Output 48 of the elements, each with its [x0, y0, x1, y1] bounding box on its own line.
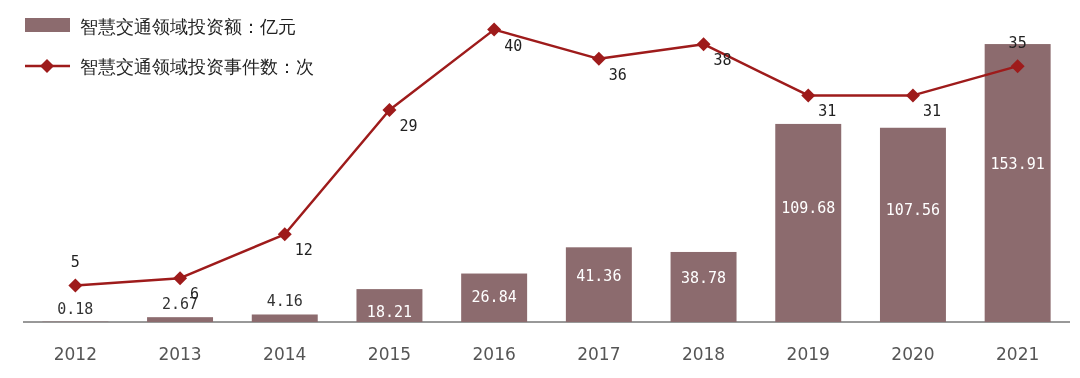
bar [356, 289, 423, 322]
data-label: 109.68 [781, 199, 836, 218]
x-tick-label: 2017 [577, 344, 621, 364]
x-tick-label: 2012 [53, 344, 97, 364]
data-label: 4.16 [266, 292, 303, 311]
point [905, 88, 920, 103]
bar [251, 314, 318, 322]
x-tick-label: 2014 [263, 344, 307, 364]
point [696, 37, 711, 52]
point [801, 88, 816, 103]
x-tick-label: 2019 [786, 344, 830, 364]
data-label: 38 [713, 51, 732, 70]
point [1010, 59, 1025, 74]
legend-label: 智慧交通领域投资额：亿元 [80, 16, 296, 37]
data-label: 5 [70, 253, 80, 272]
data-label: 31 [818, 102, 837, 121]
data-label: 31 [922, 102, 942, 121]
data-label: 29 [399, 117, 418, 136]
point [277, 227, 292, 242]
data-label: 153.91 [990, 155, 1045, 174]
x-tick-label: 2021 [996, 344, 1040, 364]
data-label: 40 [504, 36, 523, 55]
point [487, 22, 502, 37]
data-label: 38.78 [680, 269, 727, 288]
x-tick-label: 2018 [681, 344, 726, 364]
data-label: 36 [608, 65, 627, 84]
bar [147, 317, 214, 322]
point [68, 278, 83, 293]
x-tick-label: 2016 [472, 344, 516, 364]
data-label: 26.84 [471, 287, 517, 306]
data-label: 0.18 [57, 299, 94, 318]
data-label: 107.56 [885, 201, 941, 220]
point [382, 103, 397, 118]
point [173, 271, 188, 286]
bar [775, 123, 842, 322]
x-tick-label: 2013 [158, 344, 202, 364]
x-tick-label: 2015 [367, 344, 412, 364]
legend-label: 智慧交通领域投资事件数：次 [80, 56, 314, 77]
data-label: 12 [294, 241, 313, 260]
bar [461, 273, 528, 322]
bar [670, 251, 737, 322]
bar [879, 127, 946, 322]
bar [565, 247, 632, 322]
x-tick-label: 2020 [891, 344, 935, 364]
data-label: 41.36 [576, 266, 622, 285]
point [591, 51, 606, 66]
data-label: 18.21 [366, 303, 413, 322]
data-label: 35 [1008, 34, 1027, 53]
